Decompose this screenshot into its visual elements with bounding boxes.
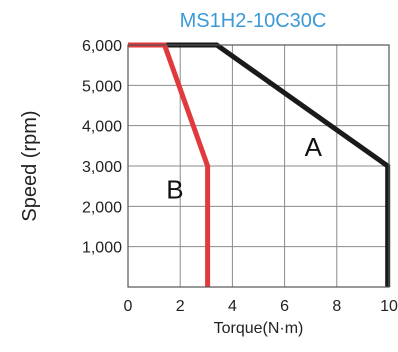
y-tick-label-3: 4,000 (82, 119, 122, 136)
y-tick-label-1: 2,000 (82, 199, 122, 216)
x-tick-label-5: 10 (380, 298, 398, 315)
x-tick-label-3: 6 (280, 298, 289, 315)
x-tick-label-4: 8 (332, 298, 341, 315)
x-tick-label-2: 4 (228, 298, 237, 315)
y-axis-label: Speed (rpm) (19, 110, 41, 221)
chart-title: MS1H2-10C30C (180, 10, 327, 32)
x-tick-labels: 0 2 4 6 8 10 (124, 298, 398, 315)
curve-labels: AB (166, 132, 322, 204)
plot-frame (127, 44, 390, 288)
x-tick-label-1: 2 (176, 298, 185, 315)
x-tick-label-0: 0 (124, 298, 133, 315)
y-tick-labels: 1,000 2,000 3,000 4,000 5,000 6,000 (82, 38, 122, 257)
curve-label-b: B (166, 174, 183, 204)
y-tick-label-5: 6,000 (82, 38, 122, 55)
x-axis-label: Torque(N·m) (214, 320, 304, 337)
y-tick-label-4: 5,000 (82, 78, 122, 95)
curve-label-a: A (305, 132, 323, 162)
y-tick-label-2: 3,000 (82, 159, 122, 176)
y-tick-label-0: 1,000 (82, 240, 122, 257)
grid-layer (128, 45, 389, 287)
